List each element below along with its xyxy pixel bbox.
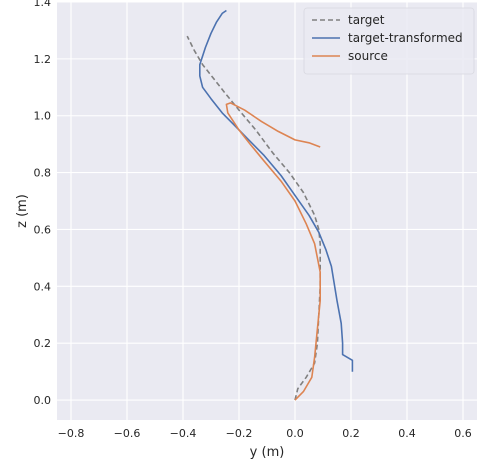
x-axis-ticks: −0.8 −0.6 −0.4 −0.2 0.0 0.2 0.4 0.6 <box>58 427 472 440</box>
legend-label: source <box>348 49 388 63</box>
y-tick-label: 1.2 <box>34 53 52 66</box>
y-tick-label: 0.0 <box>34 394 52 407</box>
y-axis-ticks: 0.0 0.2 0.4 0.6 0.8 1.0 1.2 1.4 <box>34 0 52 407</box>
y-axis-label: z (m) <box>15 194 30 228</box>
legend-label: target-transformed <box>348 31 463 45</box>
legend: target target-transformed source <box>303 7 475 75</box>
y-tick-label: 0.6 <box>34 223 52 236</box>
y-tick-label: 0.2 <box>34 337 52 350</box>
x-axis-label: y (m) <box>250 445 285 460</box>
series-line-target <box>186 35 322 401</box>
x-tick-label: −0.6 <box>114 427 141 440</box>
y-tick-label: 1.0 <box>34 110 52 123</box>
y-tick-label: 1.4 <box>34 0 52 9</box>
series-lines <box>186 9 354 401</box>
legend-box <box>303 7 475 75</box>
series-line-source <box>225 102 322 401</box>
x-tick-label: −0.8 <box>58 427 85 440</box>
x-tick-label: 0.6 <box>454 427 472 440</box>
series-line-target-transformed <box>199 9 354 372</box>
x-tick-label: −0.2 <box>226 427 253 440</box>
y-tick-label: 0.4 <box>34 280 52 293</box>
y-tick-label: 0.8 <box>34 167 52 180</box>
x-tick-label: 0.4 <box>398 427 416 440</box>
x-tick-label: 0.2 <box>342 427 360 440</box>
x-tick-label: 0.0 <box>286 427 304 440</box>
x-tick-label: −0.4 <box>170 427 197 440</box>
legend-label: target <box>348 13 385 27</box>
